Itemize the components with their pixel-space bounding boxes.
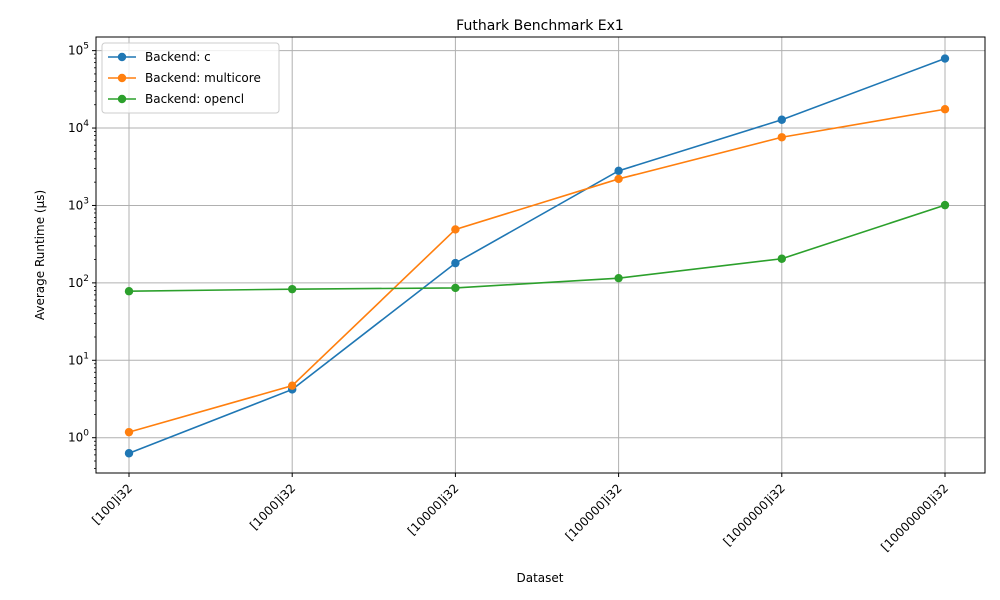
- y-axis-label: Average Runtime (µs): [33, 190, 47, 320]
- series-line-0: [128, 57, 946, 454]
- y-tick-label: 100: [68, 429, 89, 445]
- legend-frame: [101, 42, 280, 114]
- y-tick-exponent: 2: [83, 274, 89, 284]
- legend-swatch-marker: [117, 73, 127, 83]
- data-point-series-0: [124, 449, 134, 458]
- y-tick-label: 103: [68, 196, 89, 212]
- legend-label: Backend: c: [145, 50, 211, 64]
- series-line-1: [128, 108, 946, 433]
- legend: Backend: c Backend: multicore Backend: ope…: [101, 42, 280, 114]
- data-point-series-1: [288, 381, 297, 390]
- y-tick-exponent: 0: [83, 429, 89, 439]
- y-tick-label: 102: [68, 274, 89, 290]
- data-point-series-0: [451, 258, 460, 268]
- plot-frame: [95, 36, 986, 474]
- x-axis-label: Dataset: [517, 571, 564, 585]
- legend-label: Backend: multicore: [145, 71, 261, 85]
- y-tick-label: 105: [68, 42, 89, 58]
- y-tick-exponent: 4: [83, 119, 89, 129]
- y-tick-label: 101: [68, 351, 89, 367]
- y-tick-base: 10: [68, 198, 83, 212]
- data-point-series-2: [940, 200, 950, 210]
- legend-swatch-marker: [117, 52, 127, 62]
- data-point-series-0: [940, 54, 950, 63]
- series-lines: [124, 54, 950, 458]
- series-line-2: [128, 204, 946, 293]
- legend-swatch-marker: [117, 94, 127, 104]
- y-tick-base: 10: [68, 121, 83, 135]
- legend-label: Backend: opencl: [145, 92, 244, 106]
- data-point-series-2: [614, 273, 623, 283]
- data-point-series-1: [614, 174, 623, 184]
- data-point-series-2: [288, 284, 297, 294]
- data-point-series-2: [451, 283, 460, 293]
- chart-title: Futhark Benchmark Ex1: [456, 18, 624, 34]
- data-point-series-1: [451, 225, 460, 234]
- y-tick-base: 10: [68, 353, 83, 367]
- data-point-series-2: [124, 287, 134, 296]
- y-tick-exponent: 5: [83, 42, 89, 52]
- data-point-series-1: [940, 105, 950, 114]
- data-point-series-1: [777, 133, 786, 142]
- y-tick-base: 10: [68, 276, 83, 290]
- y-tick-exponent: 1: [83, 351, 89, 361]
- y-tick-base: 10: [68, 431, 83, 445]
- y-tick-base: 10: [68, 44, 83, 58]
- y-tick-exponent: 3: [83, 196, 89, 206]
- data-point-series-2: [777, 254, 786, 263]
- data-point-series-0: [777, 115, 786, 124]
- data-point-series-1: [124, 427, 134, 437]
- data-point-series-0: [614, 166, 623, 176]
- y-tick-label: 104: [68, 119, 89, 135]
